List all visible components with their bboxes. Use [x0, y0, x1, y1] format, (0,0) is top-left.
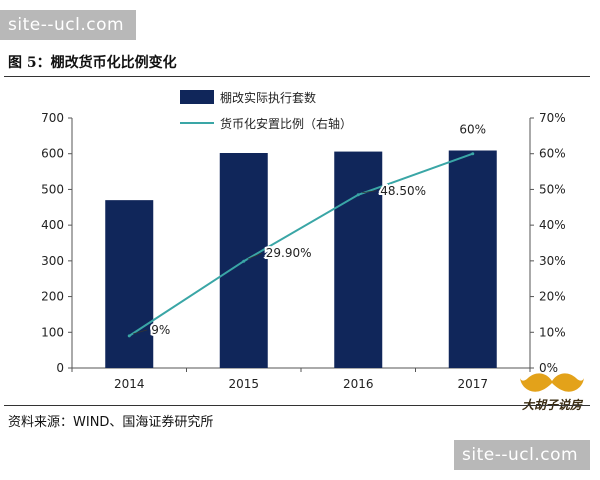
- y-tick-label-left: 700: [41, 111, 64, 125]
- line-point: [242, 259, 246, 263]
- y-tick-label-right: 0%: [539, 361, 558, 375]
- x-tick-label: 2017: [457, 377, 488, 391]
- data-label: 60%: [459, 123, 486, 137]
- y-tick-label-left: 600: [41, 147, 64, 161]
- data-label: 9%: [151, 323, 170, 337]
- bar: [448, 150, 497, 368]
- legend-swatch-bar: [180, 90, 214, 104]
- y-tick-label-left: 300: [41, 254, 64, 268]
- watermark-top: site--ucl.com: [0, 10, 136, 40]
- data-label: 48.50%: [380, 184, 426, 198]
- line-point: [471, 152, 475, 156]
- y-tick-label-left: 200: [41, 290, 64, 304]
- chart-axes: 0 100 200 300 400 500 600 700 0% 10% 20% 30% 40% 50% 6…: [41, 111, 566, 391]
- source-note: 资料来源：WIND、国海证券研究所: [8, 415, 214, 430]
- figure-title: 图 5：棚改货币化比例变化: [8, 55, 177, 71]
- y-tick-label-left: 500: [41, 182, 64, 196]
- y-tick-label-left: 400: [41, 218, 64, 232]
- watermark-bottom: site--ucl.com: [454, 440, 590, 470]
- combo-chart: 0 100 200 300 400 500 600 700 0% 10% 20% 30% 40% 50% 6…: [41, 90, 566, 391]
- line-series: 9% 29.90% 48.50% 60%: [127, 123, 486, 339]
- y-tick-label-right: 20%: [539, 290, 566, 304]
- y-tick-label-right: 50%: [539, 182, 566, 196]
- title-rule: [4, 76, 590, 77]
- legend-label-bar: 棚改实际执行套数: [220, 90, 316, 105]
- data-label-leader: [247, 252, 262, 260]
- y-tick-label-left: 0: [56, 361, 64, 375]
- data-label: 29.90%: [266, 246, 312, 260]
- y-tick-label-right: 40%: [539, 218, 566, 232]
- line-point: [127, 334, 131, 338]
- x-tick-label: 2016: [343, 377, 374, 391]
- y-tick-label-right: 70%: [539, 111, 566, 125]
- bar: [105, 200, 154, 368]
- y-tick-label-right: 10%: [539, 325, 566, 339]
- bar: [334, 151, 383, 368]
- mustache-logo-icon: [520, 373, 584, 392]
- line-point: [356, 193, 360, 197]
- x-tick-label: 2015: [228, 377, 259, 391]
- legend-label-line: 货币化安置比例（右轴）: [220, 116, 352, 131]
- y-tick-label-left: 100: [41, 325, 64, 339]
- x-tick-label: 2014: [114, 377, 145, 391]
- line-path: [128, 152, 474, 337]
- y-tick-label-right: 30%: [539, 254, 566, 268]
- data-label-leader: [362, 190, 377, 194]
- source-rule: [4, 405, 590, 406]
- data-label-leader: [133, 329, 148, 335]
- y-tick-label-right: 60%: [539, 147, 566, 161]
